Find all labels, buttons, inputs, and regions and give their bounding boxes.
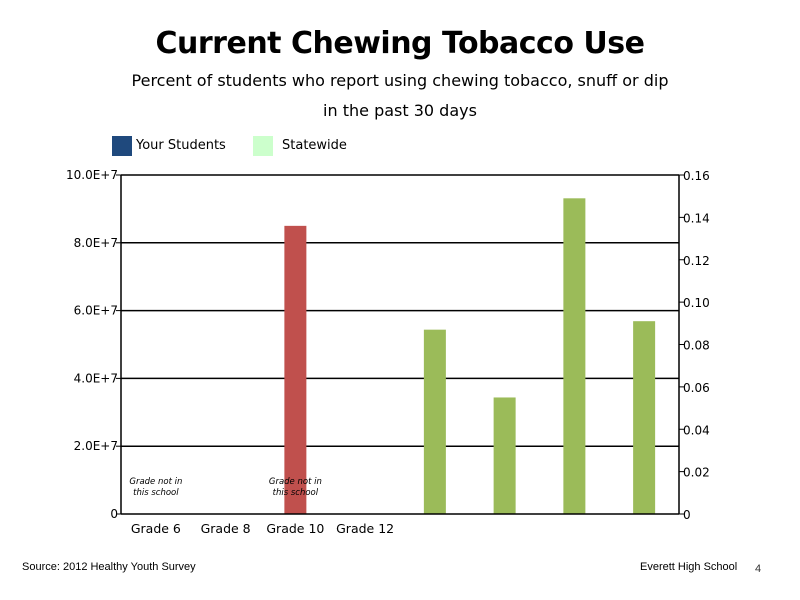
left-axis-tick-label: 10.0E+7: [66, 168, 118, 182]
chart-subtitle-line-1: Percent of students who report using che…: [131, 71, 669, 90]
legend-label-your-students: Your Students: [136, 138, 226, 153]
chart-subtitle: Percent of students who report using che…: [100, 66, 700, 126]
bar-annotation: this school: [133, 488, 179, 498]
right-axis-tick-label: 0.02: [683, 466, 710, 480]
left-axis-tick-label: 4.0E+7: [74, 371, 118, 385]
school-name: Everett High School: [640, 561, 738, 573]
legend-swatch-statewide: [253, 136, 273, 156]
right-axis-tick-label: 0.04: [683, 423, 710, 437]
right-axis-tick-label: 0.06: [683, 381, 710, 395]
right-axis-tick-label: 0.10: [683, 296, 710, 310]
left-axis-tick-label: 2.0E+7: [74, 439, 118, 453]
chart-title: Current Chewing Tobacco Use: [155, 26, 645, 61]
left-axis-tick-label: 8.0E+7: [74, 236, 118, 250]
x-axis-tick-label: Grade 10: [266, 521, 324, 536]
bar-annotation: Grade not in: [269, 477, 322, 487]
bar: [423, 329, 446, 514]
bar: [284, 225, 307, 514]
chart-subtitle-line-2: in the past 30 days: [323, 101, 477, 120]
right-axis-tick-label: 0: [683, 508, 691, 522]
bar: [493, 397, 516, 514]
bar: [633, 321, 656, 514]
page-number: 4: [755, 563, 762, 575]
right-axis-tick-label: 0.12: [683, 254, 710, 268]
bar-annotation: Grade not in: [129, 477, 182, 487]
right-axis-tick-label: 0.16: [683, 169, 710, 183]
right-axis-tick-label: 0.08: [683, 339, 710, 353]
bar: [563, 198, 586, 514]
x-axis-tick-label: Grade 12: [336, 521, 394, 536]
source-note: Source: 2012 Healthy Youth Survey: [22, 561, 196, 573]
right-axis-tick-label: 0.14: [683, 211, 710, 225]
bar-annotation: this school: [273, 488, 319, 498]
legend-swatch-your-students: [112, 136, 132, 156]
x-axis-tick-label: Grade 8: [201, 521, 251, 536]
legend-label-statewide: Statewide: [282, 138, 347, 153]
left-axis-tick-label: 6.0E+7: [74, 304, 118, 318]
left-axis-tick-label: 0: [110, 507, 118, 521]
x-axis-tick-label: Grade 6: [131, 521, 181, 536]
